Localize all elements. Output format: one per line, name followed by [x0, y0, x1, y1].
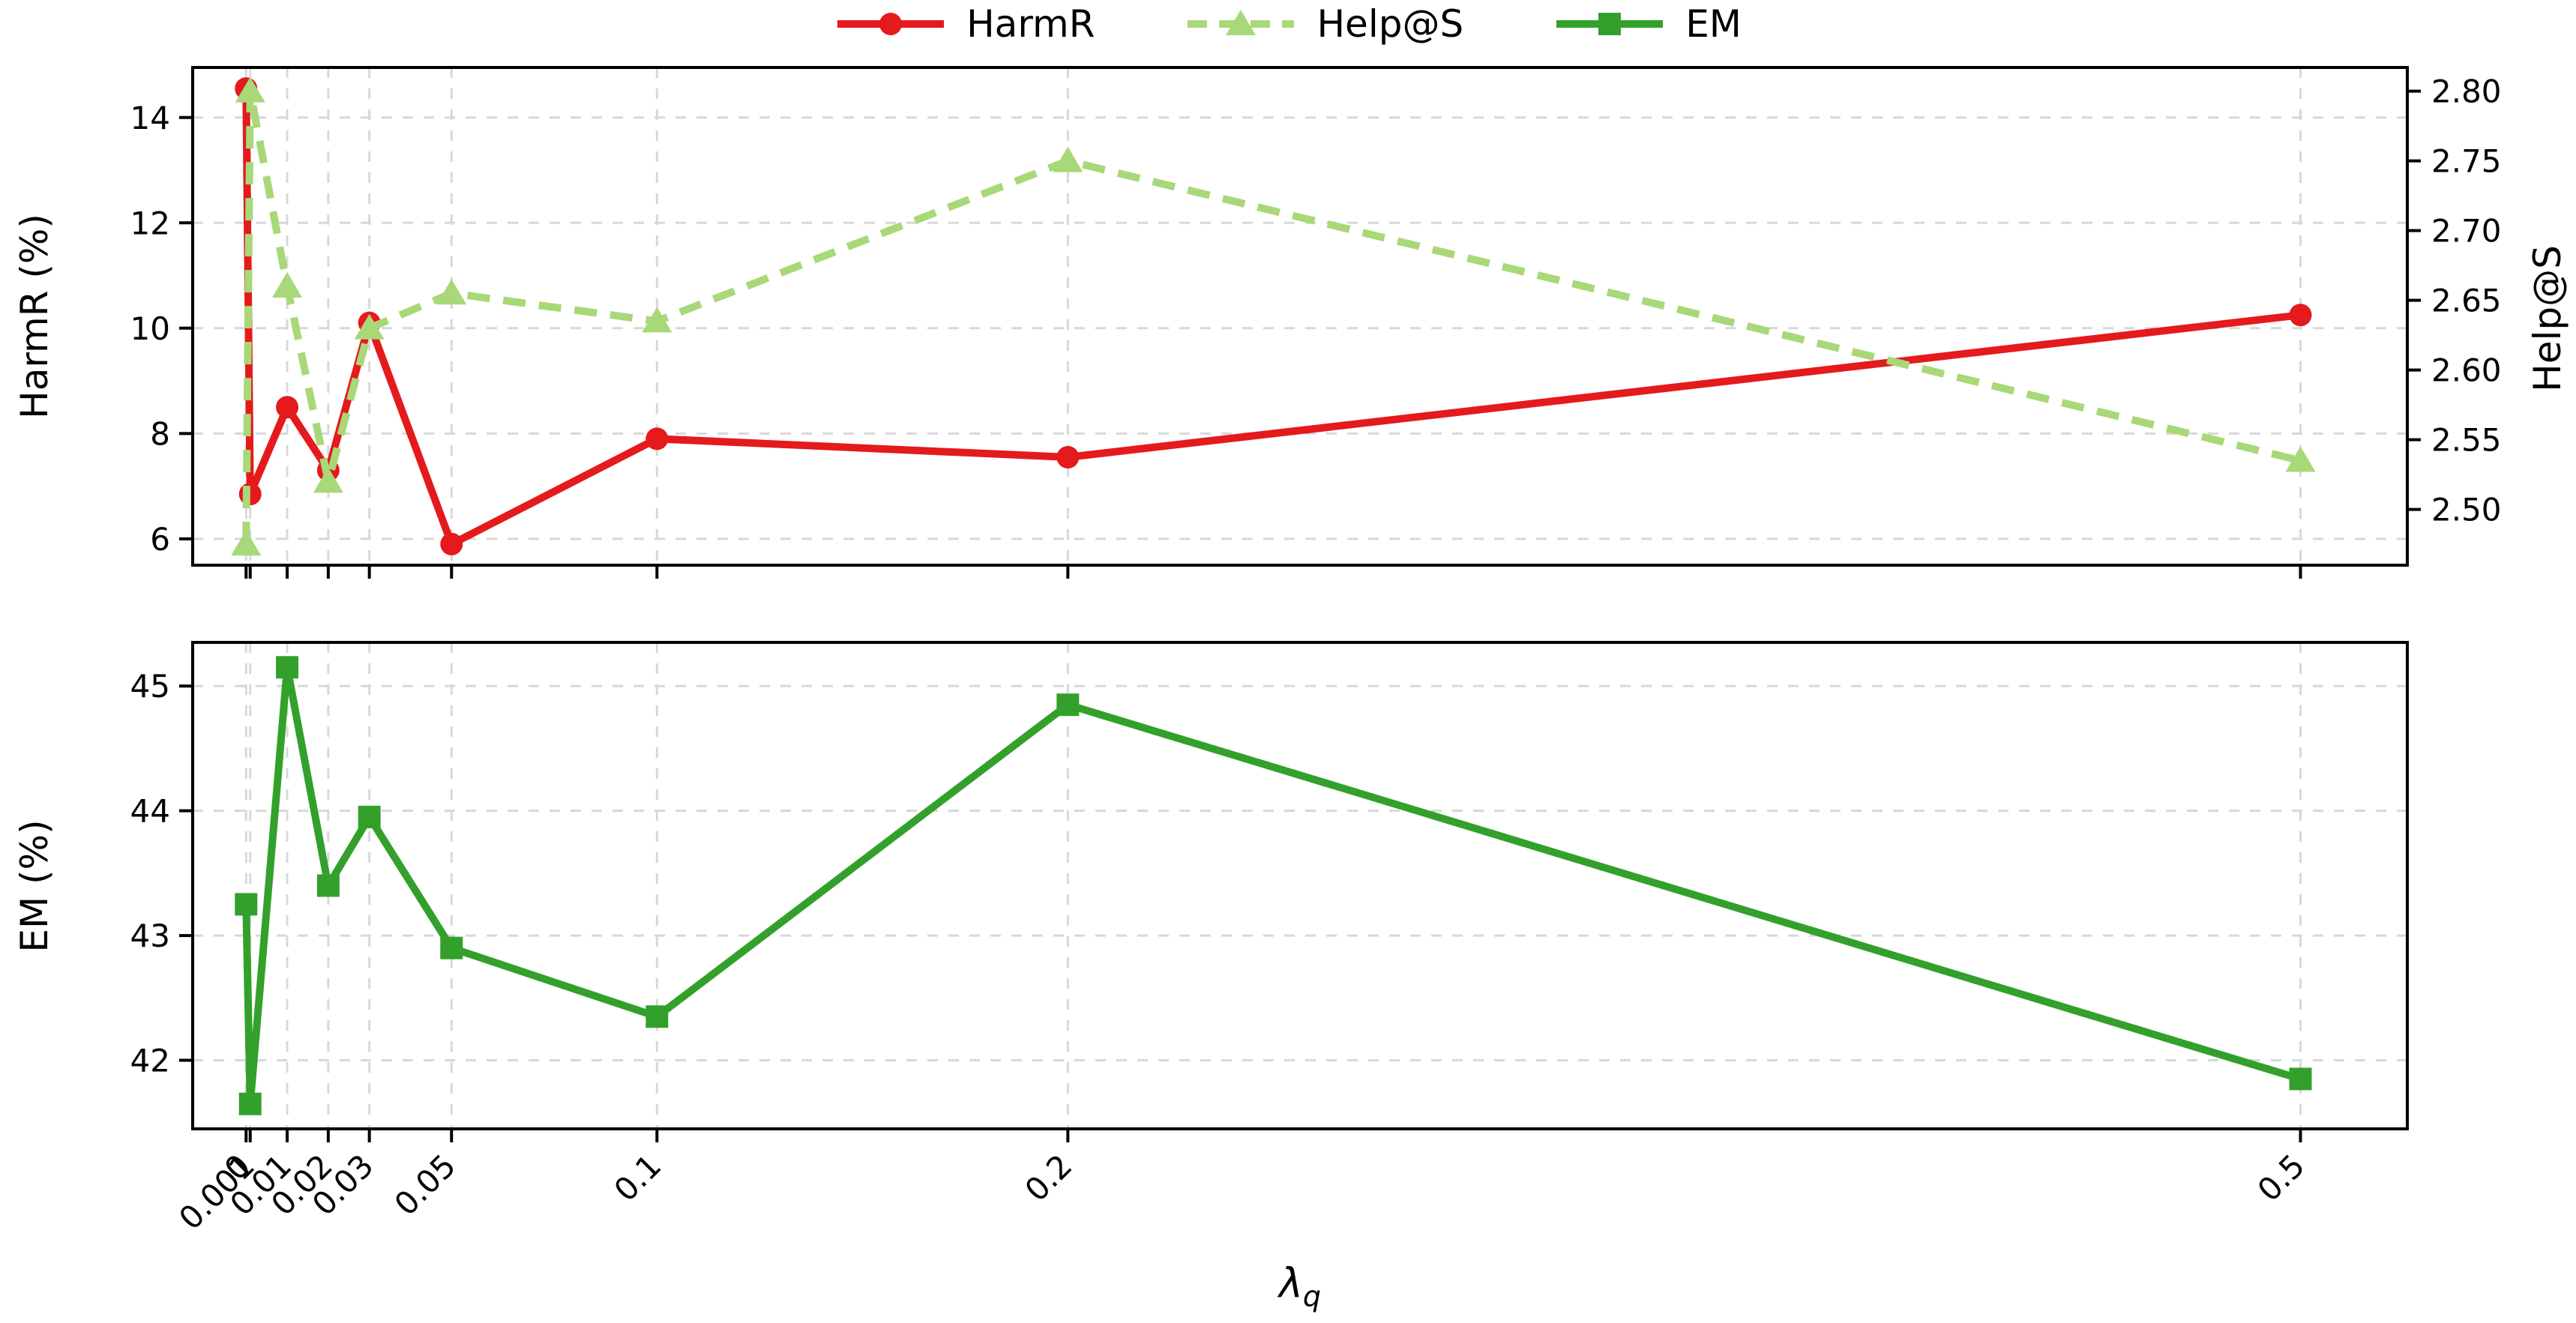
- gridlines: [193, 67, 2407, 565]
- square-marker: [235, 893, 258, 916]
- top-right-axis-label: Help@S: [2526, 245, 2569, 392]
- lambda-symbol: λ: [1278, 1259, 1303, 1307]
- series-em: [235, 656, 2312, 1115]
- right-y-tick-label: 2.65: [2431, 283, 2502, 319]
- right-y-tick-label: 2.55: [2431, 422, 2502, 459]
- legend-label-helpats: Help@S: [1316, 2, 1464, 46]
- right-y-tick-label: 2.80: [2431, 73, 2502, 110]
- gridlines: [193, 642, 2407, 1129]
- tick-labels: 6 8 10 12 14 2.50 2.55 2.60 2.65 2.70 2.75 2.80: [130, 73, 2502, 558]
- subplot-top: 6 8 10 12 14 2.50 2.55 2.60 2.65 2.70 2.75 2.80: [130, 66, 2502, 579]
- legend: HarmR Help@S EM: [0, 0, 2576, 48]
- square-marker: [276, 656, 299, 679]
- legend-item-helpats: Help@S: [1185, 3, 1463, 45]
- circle-marker: [879, 13, 903, 35]
- square-marker: [1056, 693, 1080, 717]
- x-tick-label: 0.5: [2251, 1147, 2312, 1208]
- legend-label-em: EM: [1685, 2, 1742, 46]
- square-marker: [238, 1092, 262, 1115]
- right-y-tick-label: 2.50: [2431, 492, 2502, 528]
- triangle-marker: [642, 307, 672, 333]
- x-tick-label: 0.05: [388, 1147, 463, 1223]
- circle-marker: [276, 396, 299, 419]
- series-harmr: [235, 77, 2312, 555]
- circle-marker: [440, 532, 463, 555]
- bottom-left-axis-label: EM (%): [13, 819, 56, 953]
- plot-frame: [191, 66, 2409, 567]
- triangle-marker: [354, 313, 385, 340]
- square-marker: [358, 805, 381, 828]
- y-tick-label: 10: [130, 310, 170, 347]
- helpats-dashed-triangle-icon: [1188, 10, 1295, 35]
- y-tick-label: 6: [150, 521, 170, 558]
- legend-item-harmr: HarmR: [834, 3, 1095, 45]
- top-left-axis-label: HarmR (%): [13, 214, 56, 419]
- legend-item-em: EM: [1553, 3, 1742, 45]
- y-tick-label: 44: [130, 793, 170, 830]
- triangle-marker: [1053, 146, 1083, 172]
- triangle-marker: [2285, 446, 2316, 472]
- square-marker: [316, 874, 340, 897]
- triangle-marker: [1226, 10, 1257, 35]
- circle-marker: [2289, 304, 2312, 327]
- triangle-marker: [436, 279, 467, 305]
- series-help-s: [231, 76, 2316, 556]
- lambda-subscript: q: [1302, 1280, 1322, 1313]
- right-y-tick-label: 2.60: [2431, 352, 2502, 389]
- y-tick-label: 45: [130, 668, 170, 705]
- y-tick-label: 12: [130, 205, 170, 241]
- triangle-marker: [313, 467, 343, 493]
- right-y-tick-label: 2.75: [2431, 143, 2502, 180]
- square-marker: [440, 936, 463, 959]
- y-tick-label: 43: [130, 917, 170, 954]
- square-marker: [645, 1005, 669, 1028]
- square-marker: [1598, 13, 1622, 35]
- x-axis-label: λq: [1279, 1260, 1321, 1313]
- right-y-tick-label: 2.70: [2431, 213, 2502, 250]
- legend-label-harmr: HarmR: [966, 2, 1095, 46]
- square-marker: [2289, 1067, 2312, 1091]
- y-tick-label: 42: [130, 1042, 170, 1079]
- ticks: [179, 684, 2302, 1142]
- triangle-marker: [235, 76, 265, 103]
- triangle-marker: [231, 530, 262, 556]
- y-tick-label: 14: [130, 100, 170, 136]
- ticks: [179, 89, 2421, 579]
- plot-frame: [191, 641, 2409, 1130]
- x-tick-label: 0.2: [1018, 1147, 1080, 1208]
- circle-marker: [645, 427, 669, 450]
- triangle-marker: [272, 272, 303, 298]
- x-tick-label: 0.1: [607, 1147, 668, 1208]
- harmr-line-circle-icon: [837, 13, 945, 35]
- y-tick-label: 8: [150, 415, 170, 452]
- em-line-square-icon: [1556, 13, 1664, 35]
- circle-marker: [1056, 445, 1080, 468]
